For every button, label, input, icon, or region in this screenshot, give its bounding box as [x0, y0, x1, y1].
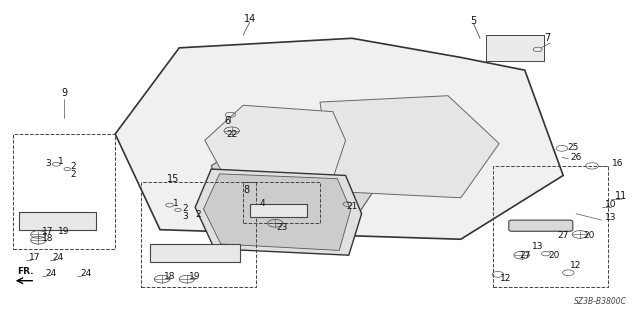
Text: 17: 17 [29, 253, 41, 262]
Text: 7: 7 [544, 33, 550, 43]
Text: 2: 2 [196, 210, 201, 219]
Text: 24: 24 [52, 253, 63, 262]
Text: 15: 15 [166, 174, 179, 184]
Bar [13, 134, 115, 249]
Polygon shape [195, 169, 362, 255]
Text: 21: 21 [346, 202, 358, 211]
Text: FR.: FR. [17, 267, 34, 276]
Text: 23: 23 [276, 223, 287, 232]
Text: 19: 19 [58, 227, 70, 236]
Text: 13: 13 [605, 213, 617, 222]
Bar [243, 182, 320, 223]
Bar [250, 204, 307, 217]
Text: 1: 1 [58, 157, 63, 166]
Text: 6: 6 [224, 116, 230, 126]
Text: 12: 12 [500, 274, 511, 283]
Text: 2: 2 [70, 170, 76, 179]
Text: 14: 14 [243, 14, 256, 24]
Text: 5: 5 [470, 16, 477, 26]
Text: 20: 20 [583, 231, 595, 240]
Polygon shape [320, 96, 499, 198]
Bar [141, 182, 256, 287]
Text: 27: 27 [557, 231, 569, 240]
Polygon shape [115, 38, 563, 239]
Text: 17: 17 [42, 227, 54, 236]
Text: 11: 11 [614, 191, 627, 201]
Bar [493, 166, 608, 287]
Text: 16: 16 [612, 159, 623, 168]
Text: 2: 2 [70, 162, 76, 171]
Text: 8: 8 [243, 185, 250, 195]
Polygon shape [205, 105, 346, 179]
Text: 27: 27 [519, 251, 531, 260]
Text: 22: 22 [226, 130, 237, 139]
Text: 10: 10 [605, 200, 617, 209]
Text: 9: 9 [61, 88, 67, 98]
Text: 3: 3 [45, 159, 51, 168]
Polygon shape [204, 174, 351, 250]
Text: 13: 13 [532, 242, 543, 251]
Text: 24: 24 [81, 269, 92, 278]
Bar [486, 35, 544, 61]
Text: 2: 2 [183, 204, 188, 212]
Text: 25: 25 [567, 143, 579, 152]
Text: 26: 26 [570, 152, 582, 161]
Text: 24: 24 [45, 269, 57, 278]
Text: 4: 4 [260, 199, 265, 208]
Text: 18: 18 [164, 272, 175, 281]
FancyBboxPatch shape [509, 220, 573, 231]
Text: 3: 3 [183, 211, 188, 220]
Bar [150, 244, 240, 262]
Text: 12: 12 [570, 261, 582, 270]
Text: 18: 18 [42, 234, 54, 243]
Text: 1: 1 [173, 199, 179, 208]
Text: 19: 19 [189, 272, 201, 281]
Bar [19, 212, 96, 230]
Polygon shape [211, 128, 384, 214]
Text: 20: 20 [548, 251, 559, 260]
Text: SZ3B-B3800C: SZ3B-B3800C [574, 297, 627, 306]
